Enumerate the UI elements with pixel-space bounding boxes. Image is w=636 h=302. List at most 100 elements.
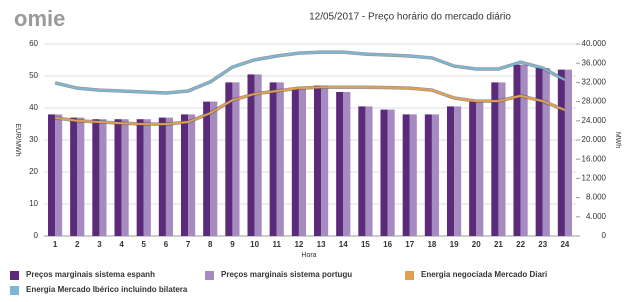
bar xyxy=(165,117,174,236)
x-tick-label: 5 xyxy=(142,240,147,249)
x-tick-label: 2 xyxy=(75,240,80,249)
x-tick-label: 15 xyxy=(361,240,370,249)
bar xyxy=(143,119,151,236)
y2-tick-label: 40.000 xyxy=(582,39,607,48)
y-tick-label: 50 xyxy=(29,71,38,80)
y-axis-label: EUR/MWh xyxy=(14,123,21,156)
line xyxy=(54,51,566,94)
y-tick-label: 10 xyxy=(29,199,38,208)
y2-tick-label: 8.000 xyxy=(586,193,607,202)
y2-tick-label: 0 xyxy=(602,231,607,240)
x-tick-label: 10 xyxy=(250,240,259,249)
bar xyxy=(136,119,144,236)
y2-tick-label: 4.000 xyxy=(586,212,607,221)
bar xyxy=(55,114,63,236)
y-tick-label: 0 xyxy=(34,231,39,240)
legend-label: Energia Mercado Ibérico incluindo bilate… xyxy=(26,285,188,294)
bar xyxy=(498,82,506,237)
bar xyxy=(47,114,56,236)
x-tick-label: 12 xyxy=(294,240,303,249)
x-tick-label: 23 xyxy=(538,240,547,249)
bar xyxy=(409,114,417,236)
y-tick-label: 40 xyxy=(29,103,38,112)
x-tick-label: 7 xyxy=(186,240,191,249)
x-tick-label: 3 xyxy=(97,240,102,249)
bar xyxy=(365,106,373,237)
y2-tick-label: 36.000 xyxy=(582,58,607,67)
y2-tick-label: 16.000 xyxy=(582,154,607,163)
bar xyxy=(336,92,344,236)
bar xyxy=(469,101,477,236)
x-tick-label: 20 xyxy=(472,240,481,249)
bar xyxy=(158,117,166,236)
y-tick-label: 60 xyxy=(29,39,38,48)
x-tick-label: 17 xyxy=(405,240,414,249)
x-tick-label: 18 xyxy=(427,240,436,249)
legend-label: Preços marginais sistema espanh xyxy=(26,270,155,279)
bar xyxy=(387,109,395,236)
bar xyxy=(542,68,550,236)
bar xyxy=(535,68,543,236)
bar xyxy=(446,106,455,237)
x-tick-label: 19 xyxy=(450,240,459,249)
x-tick-label: 6 xyxy=(164,240,169,249)
y-tick-label: 30 xyxy=(29,135,38,144)
bar xyxy=(454,106,462,237)
y2-tick-label: 20.000 xyxy=(582,135,607,144)
legend-swatch xyxy=(10,286,19,295)
y2-tick-label: 28.000 xyxy=(582,97,607,106)
bar xyxy=(77,117,85,236)
bar xyxy=(321,85,329,236)
y2-tick-label: 24.000 xyxy=(582,116,607,125)
bar xyxy=(424,114,432,236)
bar xyxy=(99,119,107,236)
logo: omie xyxy=(14,6,65,31)
legend-swatch xyxy=(10,271,19,280)
x-tick-label: 9 xyxy=(230,240,235,249)
bar xyxy=(343,92,351,236)
bar xyxy=(247,74,255,237)
x-tick-label: 14 xyxy=(339,240,348,249)
bar xyxy=(225,82,233,237)
bar xyxy=(232,82,240,237)
x-tick-label: 1 xyxy=(53,240,58,249)
bar xyxy=(380,109,388,236)
bar xyxy=(476,101,484,236)
bar xyxy=(269,82,277,237)
bar xyxy=(298,88,307,236)
bar xyxy=(513,64,521,236)
legend-label: Energia negociada Mercado Diari xyxy=(421,270,547,279)
y2-tick-label: 32.000 xyxy=(582,78,607,87)
bar xyxy=(203,101,211,236)
bar xyxy=(70,117,78,236)
bar xyxy=(121,119,129,236)
bar xyxy=(188,114,196,236)
bar xyxy=(520,64,528,236)
bar xyxy=(557,69,565,236)
bar xyxy=(291,88,299,236)
x-tick-label: 24 xyxy=(560,240,569,249)
x-tick-label: 21 xyxy=(494,240,503,249)
x-tick-label: 11 xyxy=(273,240,282,249)
bar xyxy=(431,114,440,236)
bar xyxy=(210,101,218,236)
bar xyxy=(491,82,499,237)
x-tick-label: 8 xyxy=(208,240,213,249)
y-tick-label: 20 xyxy=(29,167,38,176)
y2-axis-label: MWh xyxy=(614,132,621,148)
x-tick-label: 16 xyxy=(383,240,392,249)
bar xyxy=(180,114,189,236)
bar xyxy=(358,106,366,237)
x-axis-label: Hora xyxy=(301,252,316,259)
bar xyxy=(313,85,322,236)
legend-label: Preços marginais sistema portugu xyxy=(221,270,352,279)
bar xyxy=(254,74,262,237)
line xyxy=(54,86,566,126)
y2-tick-label: 12.000 xyxy=(582,174,607,183)
x-tick-label: 22 xyxy=(516,240,525,249)
x-tick-label: 4 xyxy=(119,240,124,249)
bar xyxy=(114,119,122,236)
bar xyxy=(276,82,284,237)
bar xyxy=(92,119,100,236)
